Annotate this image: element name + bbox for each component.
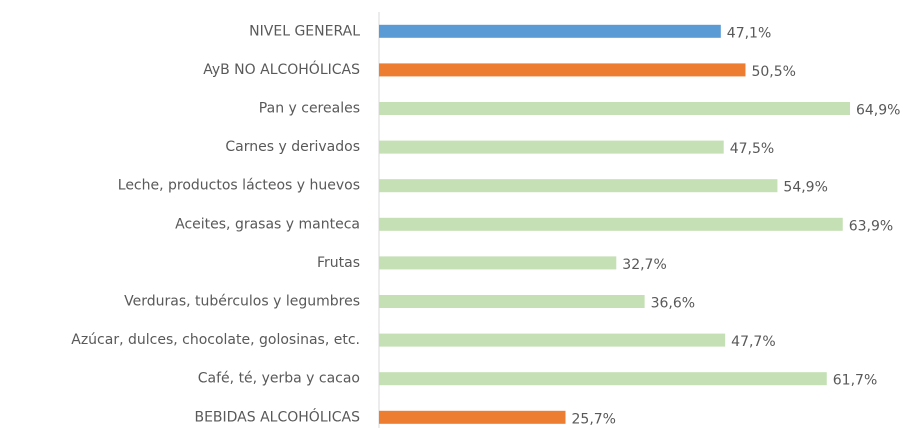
category-label: BEBIDAS ALCOHÓLICAS <box>194 407 360 425</box>
value-label: 47,1% <box>727 25 771 41</box>
value-label: 61,7% <box>833 373 877 389</box>
category-label: Frutas <box>317 255 360 271</box>
value-label: 36,6% <box>651 296 695 312</box>
bar <box>379 333 726 347</box>
value-label: 25,7% <box>572 411 616 427</box>
value-label: 47,7% <box>731 334 775 350</box>
value-label: 64,9% <box>856 103 900 119</box>
category-label: Carnes y derivados <box>225 139 360 155</box>
category-label: Leche, productos lácteos y huevos <box>118 178 360 194</box>
category-label: NIVEL GENERAL <box>249 23 360 39</box>
category-label: Café, té, yerba y cacao <box>198 371 360 387</box>
value-label: 32,7% <box>622 257 666 273</box>
value-label: 47,5% <box>730 141 774 157</box>
bar <box>379 256 617 270</box>
category-label: AyB NO ALCOHÓLICAS <box>203 60 360 78</box>
bar <box>379 179 778 193</box>
bar <box>379 63 746 77</box>
value-label: 54,9% <box>783 180 827 196</box>
value-label: 63,9% <box>849 218 893 234</box>
category-label: Aceites, grasas y manteca <box>175 216 360 232</box>
bar <box>379 217 843 231</box>
bar <box>379 372 827 386</box>
bar <box>379 410 566 424</box>
bar <box>379 24 721 38</box>
category-label: Azúcar, dulces, chocolate, golosinas, et… <box>71 332 360 348</box>
bar <box>379 140 724 154</box>
bar <box>379 295 645 308</box>
bar <box>379 102 850 115</box>
category-label: Verduras, tubérculos y legumbres <box>124 294 360 310</box>
value-label: 50,5% <box>751 64 795 80</box>
category-label: Pan y cereales <box>259 101 360 117</box>
